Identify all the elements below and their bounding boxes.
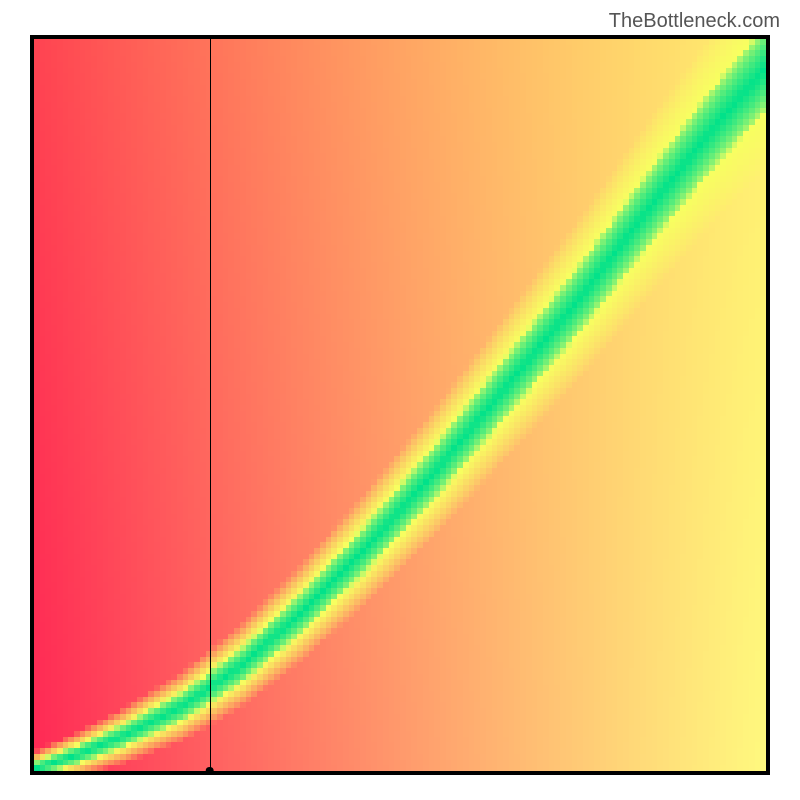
plot-frame xyxy=(30,35,770,775)
watermark-text: TheBottleneck.com xyxy=(609,10,780,33)
chart-container: TheBottleneck.com xyxy=(0,0,800,800)
